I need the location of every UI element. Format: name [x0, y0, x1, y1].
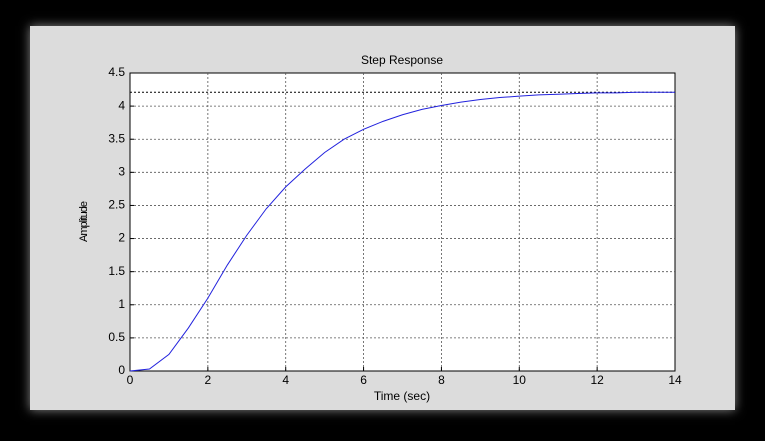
x-tick-label: 0: [127, 373, 134, 387]
x-axis-label: Time (sec): [374, 389, 430, 403]
x-tick-label: 10: [513, 373, 527, 387]
y-tick-label: 3.5: [108, 131, 125, 145]
chart-title: Step Response: [361, 53, 443, 67]
y-tick-label: 2: [118, 231, 125, 245]
y-tick-label: 4.5: [108, 65, 125, 79]
response-line: [129, 91, 675, 372]
x-tick-label: 14: [668, 373, 682, 387]
x-tick-label: 12: [590, 373, 604, 387]
y-tick-label: 0.5: [108, 330, 125, 344]
x-tick-label: 2: [205, 373, 212, 387]
y-tick-label: 0: [118, 363, 125, 377]
y-tick-label: 4: [118, 98, 125, 112]
y-tick-label: 1: [118, 297, 125, 311]
y-tick-label: 2.5: [108, 198, 125, 212]
x-tick-label: 8: [438, 373, 445, 387]
x-tick-label: 6: [360, 373, 367, 387]
plot-area: [129, 72, 676, 372]
y-axis-label: Amplitude: [78, 201, 90, 242]
x-tick-label: 4: [282, 373, 289, 387]
y-tick-label: 1.5: [108, 264, 125, 278]
y-tick-label: 3: [118, 165, 125, 179]
